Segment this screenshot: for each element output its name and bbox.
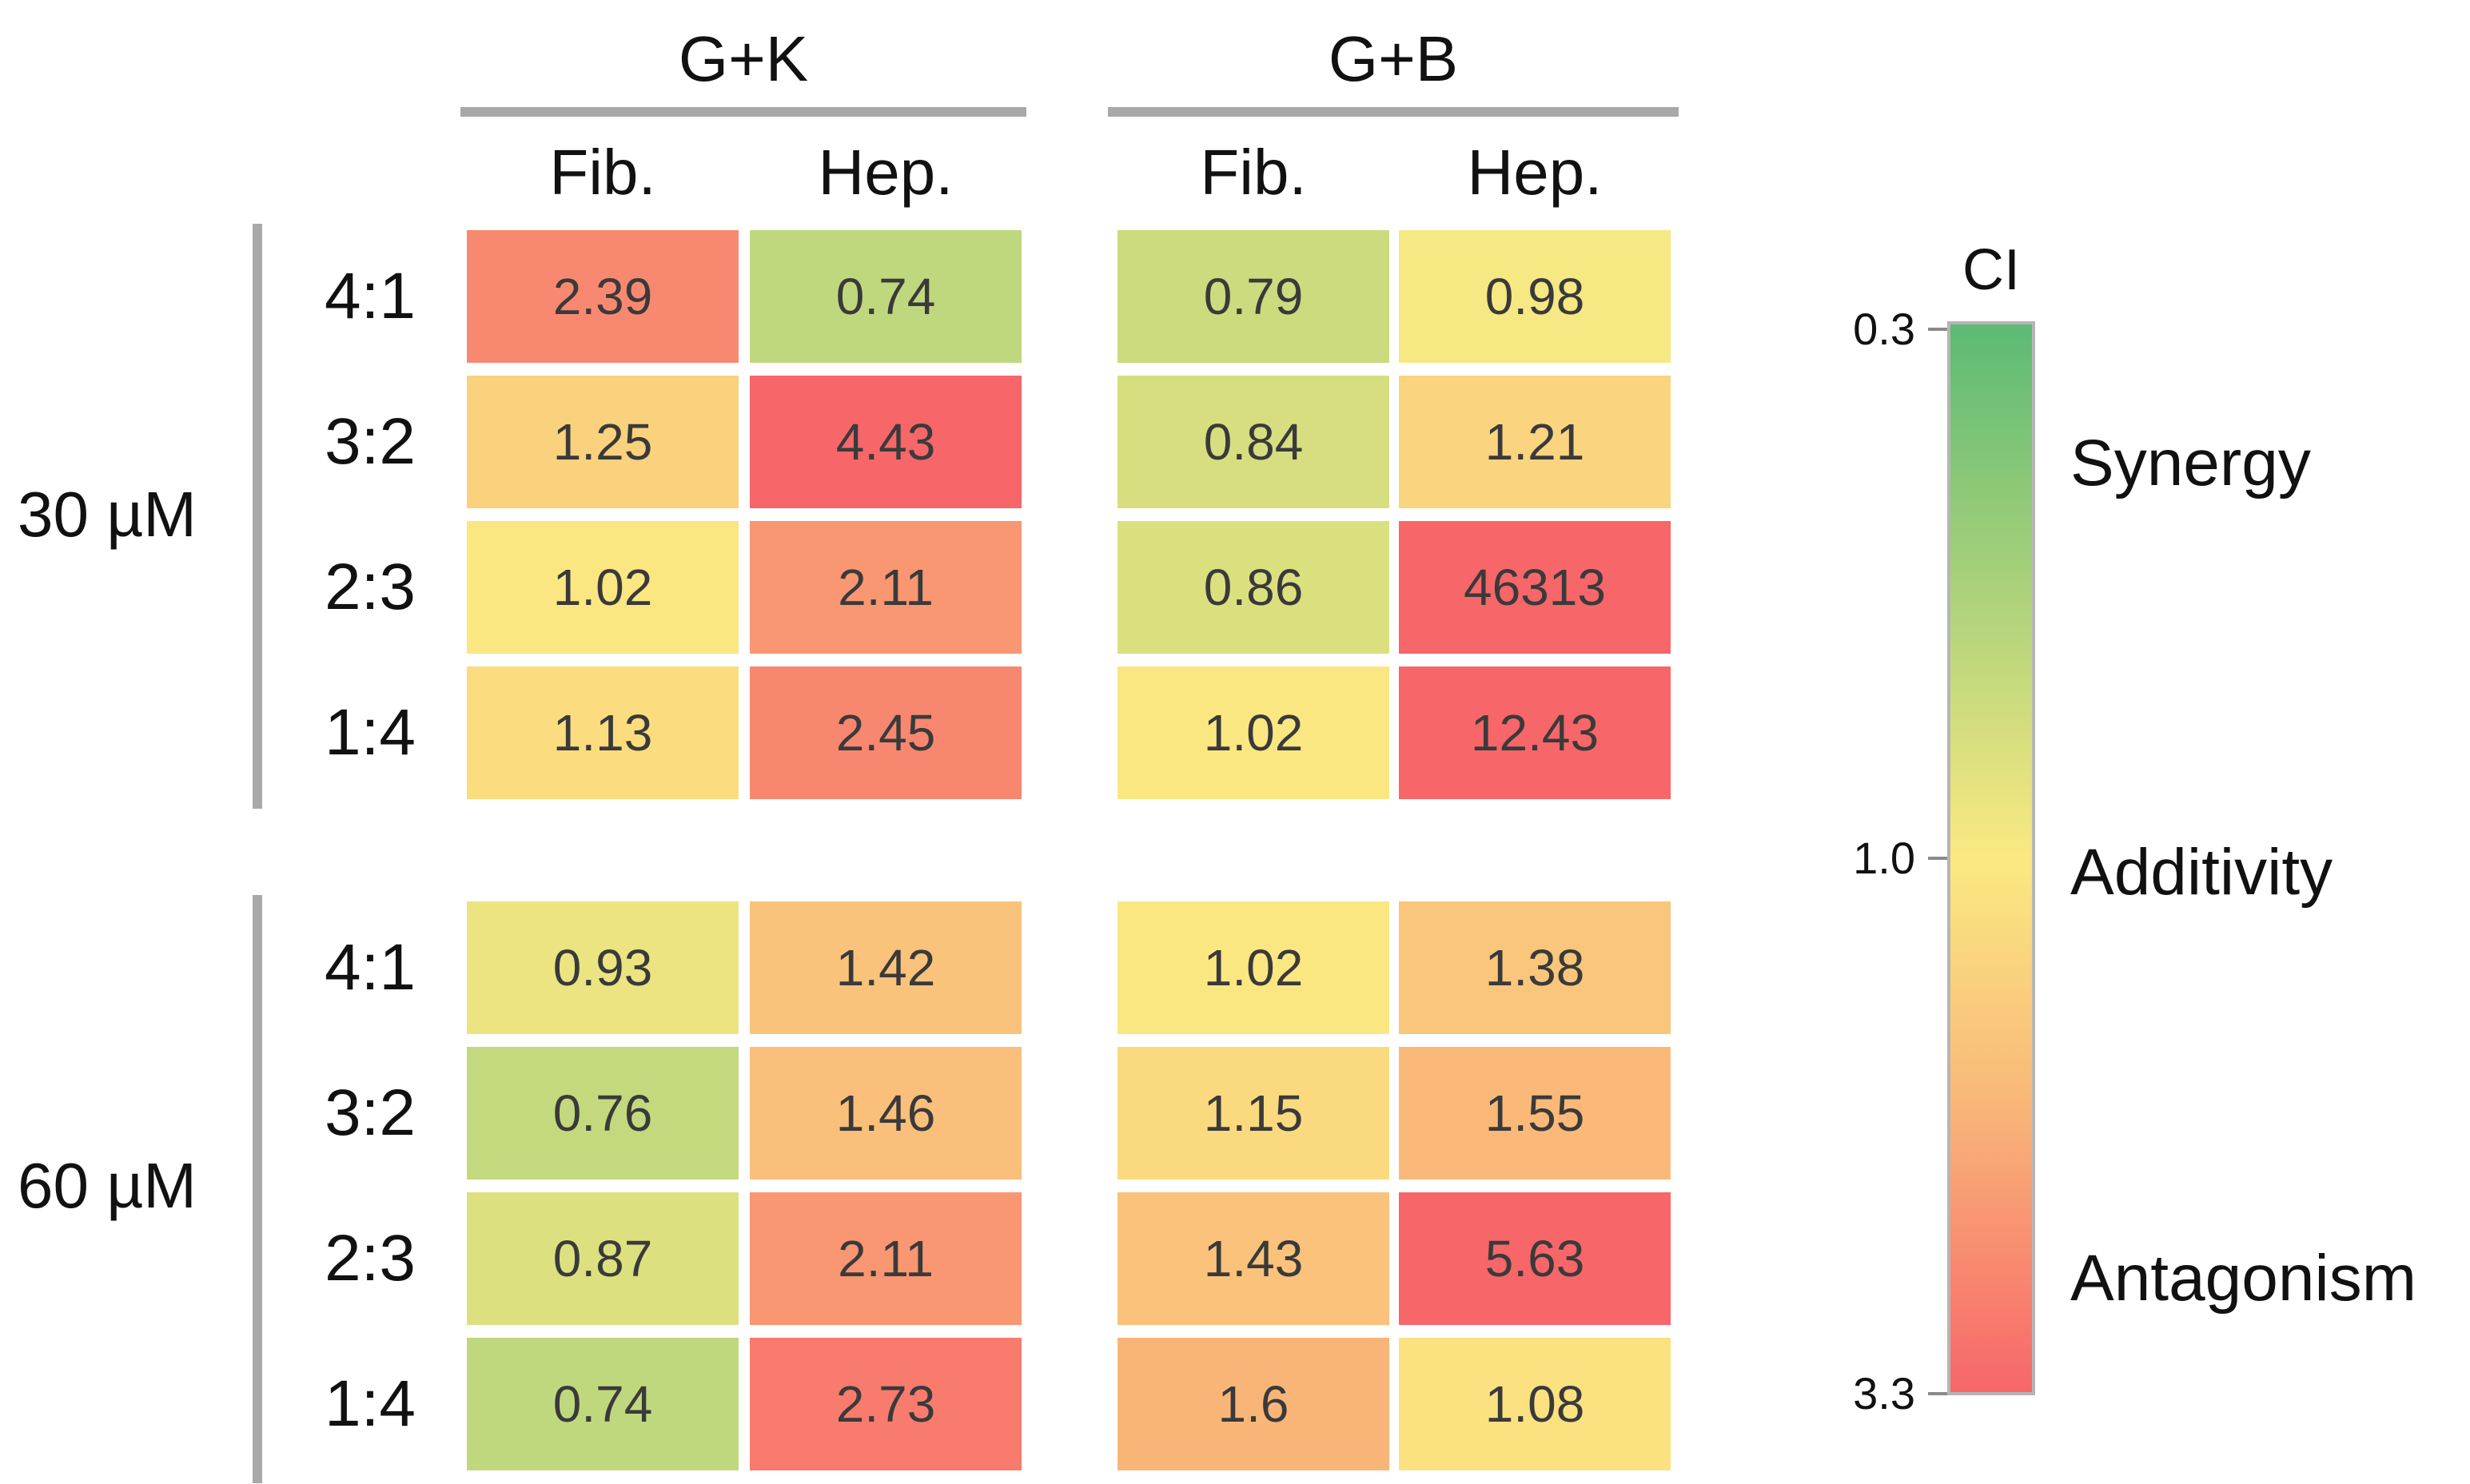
colorbar-tick-label: 1.0 [1853, 833, 1915, 883]
column-header-0-hep: Hep. [818, 137, 954, 208]
heatmap-cell: 2.39 [467, 230, 739, 363]
row-label-ratio: 2:3 [325, 551, 416, 623]
heatmap-cell: 2.73 [750, 1338, 1022, 1470]
colorbar-tick [1928, 328, 1947, 331]
group-title-g-b: G+B [1328, 23, 1459, 94]
heatmap-cell: 0.74 [750, 230, 1022, 363]
heatmap-cell: 0.98 [1399, 230, 1671, 363]
row-label-ratio: 3:2 [325, 405, 416, 478]
column-header-0-fib: Fib. [549, 137, 656, 208]
colorbar-tick [1928, 857, 1947, 860]
colorbar-category-synergy: Synergy [2070, 427, 2311, 499]
heatmap-cell: 0.76 [467, 1047, 739, 1180]
row-label-ratio: 1:4 [325, 696, 416, 769]
column-header-1-hep: Hep. [1467, 137, 1603, 208]
block-bracket-1 [253, 895, 262, 1483]
heatmap-cell: 1.25 [467, 376, 739, 508]
heatmap-cell: 1.42 [750, 901, 1022, 1034]
column-header-1-fib: Fib. [1200, 137, 1307, 208]
heatmap-cell: 1.21 [1399, 376, 1671, 508]
heatmap-cell: 2.11 [750, 1192, 1022, 1325]
heatmap-cell: 12.43 [1399, 666, 1671, 799]
heatmap-cell: 1.02 [1117, 666, 1389, 799]
heatmap-cell: 1.02 [1117, 901, 1389, 1034]
colorbar-category-additivity: Additivity [2070, 836, 2333, 909]
heatmap-cell: 1.46 [750, 1047, 1022, 1180]
heatmap-cell: 0.79 [1117, 230, 1389, 363]
row-label-ratio: 3:2 [325, 1076, 416, 1149]
colorbar-tick-label: 0.3 [1853, 304, 1915, 354]
heatmap-cell: 0.87 [467, 1192, 739, 1325]
heatmap-cell: 1.08 [1399, 1338, 1671, 1470]
colorbar-category-antagonism: Antagonism [2070, 1242, 2417, 1315]
heatmap-cell: 1.13 [467, 666, 739, 799]
heatmap-cell: 1.38 [1399, 901, 1671, 1034]
colorbar-title: CI [1962, 238, 2020, 302]
group-title-g-k: G+K [678, 23, 809, 94]
heatmap-cell: 0.93 [467, 901, 739, 1034]
heatmap-cell: 0.86 [1117, 521, 1389, 654]
heatmap-cell: 1.43 [1117, 1192, 1389, 1325]
heatmap-cell: 1.15 [1117, 1047, 1389, 1180]
heatmap-cell: 0.84 [1117, 376, 1389, 508]
heatmap-cell: 5.63 [1399, 1192, 1671, 1325]
row-label-ratio: 2:3 [325, 1222, 416, 1295]
heatmap-cell: 4.43 [750, 376, 1022, 508]
heatmap-cell: 1.02 [467, 521, 739, 654]
row-label-ratio: 4:1 [325, 931, 416, 1004]
heatmap-cell: 1.55 [1399, 1047, 1671, 1180]
row-label-ratio: 4:1 [325, 260, 416, 332]
colorbar-gradient [1947, 321, 2035, 1395]
colorbar-tick [1928, 1392, 1947, 1395]
row-label-ratio: 1:4 [325, 1367, 416, 1440]
colorbar-tick-label: 3.3 [1853, 1368, 1915, 1418]
heatmap-cell: 1.6 [1117, 1338, 1389, 1470]
concentration-label: 60 µM [18, 1150, 197, 1221]
group-bracket-0 [460, 107, 1026, 117]
heatmap-cell: 2.11 [750, 521, 1022, 654]
group-bracket-1 [1108, 107, 1679, 117]
heatmap-cell: 0.74 [467, 1338, 739, 1470]
heatmap-cell: 2.45 [750, 666, 1022, 799]
concentration-label: 30 µM [18, 479, 197, 550]
heatmap-cell: 46313 [1399, 521, 1671, 654]
block-bracket-0 [253, 224, 262, 809]
